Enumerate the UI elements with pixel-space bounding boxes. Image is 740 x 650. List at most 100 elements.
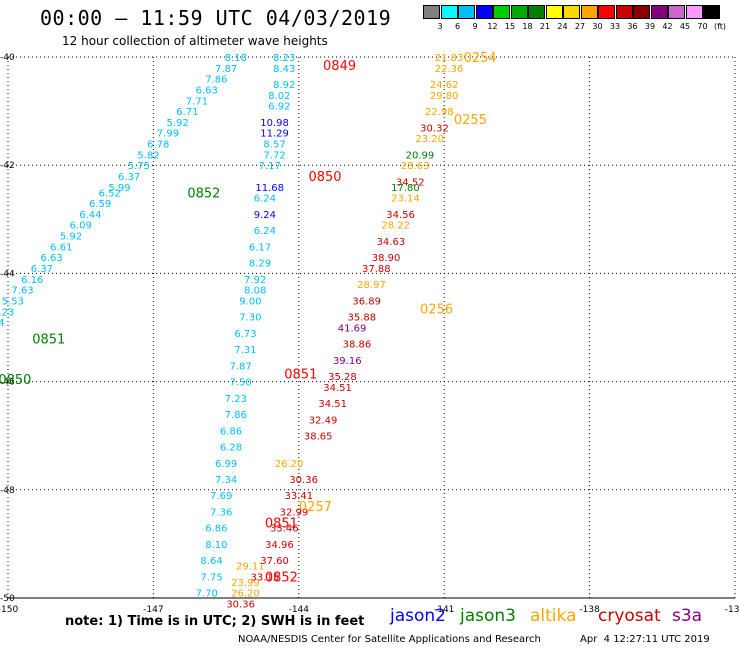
color-scale-label: 30	[592, 22, 603, 31]
wave-height-value: 26.20	[275, 459, 304, 470]
wave-height-value: 35.28	[328, 372, 357, 383]
color-scale-label: 36	[627, 22, 638, 31]
wave-height-value: 34.56	[386, 210, 415, 221]
color-swatch	[493, 5, 510, 19]
legend-entry-cryosat: cryosat	[598, 606, 661, 626]
wave-height-value: 34.52	[396, 177, 425, 188]
wave-height-value: 6.63	[40, 253, 62, 264]
wave-height-value: 8.02	[268, 91, 290, 102]
wave-height-value: 7.17	[259, 161, 281, 172]
wave-height-value: 7.23	[225, 394, 247, 405]
wave-height-value: 23.99	[231, 578, 260, 589]
color-swatch	[475, 5, 493, 19]
wave-height-value: 7.31	[234, 345, 256, 356]
color-swatch	[440, 5, 458, 19]
map-subtitle: 12 hour collection of altimeter wave hei…	[62, 34, 328, 48]
wave-height-value: 7.30	[239, 313, 261, 324]
wave-height-value: 28.22	[381, 221, 410, 232]
wave-height-value: 5.92	[60, 232, 82, 243]
wave-height-value: 30.36	[226, 599, 255, 610]
wave-height-value: 7.50	[230, 378, 252, 389]
pass-time-label: 0255	[454, 113, 487, 128]
wave-height-value: 6.99	[215, 459, 237, 470]
wave-height-value: 34.51	[323, 383, 352, 394]
wave-height-value: 7.36	[210, 507, 232, 518]
map-title: 00:00 — 11:59 UTC 04/03/2019	[40, 6, 392, 30]
wave-height-value: 35.88	[347, 313, 376, 324]
units-note: note: 1) Time is in UTC; 2) SWH is in fe…	[65, 614, 365, 629]
color-scale-label: 9	[472, 22, 478, 31]
color-scale-label: 12	[487, 22, 498, 31]
wave-height-value: 17.80	[391, 183, 420, 194]
wave-height-value: 6.86	[220, 426, 242, 437]
pass-time-label: 0850	[0, 373, 31, 388]
lat-tick-label: -40	[0, 53, 15, 63]
color-swatch	[598, 5, 615, 19]
wave-height-value: 7.87	[230, 361, 252, 372]
pass-time-label: 0849	[323, 59, 356, 74]
wave-height-value: 6.24	[254, 194, 276, 205]
lat-tick-label: -42	[0, 161, 15, 171]
lat-tick-label: -44	[0, 269, 15, 279]
wave-height-value: 7.86	[225, 410, 247, 421]
wave-height-value: 38.65	[304, 432, 333, 443]
color-scale-label: 27	[574, 22, 586, 31]
wave-height-value: 7.63	[11, 286, 33, 297]
wave-height-value: 9.24	[254, 210, 276, 221]
pass-time-label: 0851	[32, 332, 65, 347]
wave-height-value: 6.86	[205, 524, 227, 535]
wave-height-value: 7.87	[215, 64, 237, 75]
color-swatch	[650, 5, 668, 19]
color-swatch	[423, 5, 440, 19]
wave-height-value: 6.71	[176, 107, 198, 118]
wave-height-value: 22.98	[425, 107, 454, 118]
wave-height-value: 6.16	[21, 275, 43, 286]
lat-tick-label: -50	[0, 594, 15, 604]
wave-height-value: 9.00	[239, 296, 261, 307]
wave-height-value: 38.86	[343, 340, 372, 351]
wave-height-value: 33.41	[284, 491, 313, 502]
color-swatch	[563, 5, 580, 19]
wave-height-value: 34.51	[318, 399, 347, 410]
wave-height-value: 8.57	[263, 140, 285, 151]
wave-height-value: 6.09	[70, 221, 92, 232]
pass-time-label: 0851	[265, 516, 298, 531]
wave-height-value: 28.97	[357, 280, 386, 291]
color-scale-label: 6	[454, 22, 461, 31]
legend-entry-altika: altika	[530, 606, 577, 626]
wave-height-value: 32.49	[309, 415, 338, 426]
wave-height-value: 8.18	[225, 53, 247, 64]
wave-height-value: 7.71	[186, 96, 208, 107]
color-swatch	[633, 5, 650, 19]
pass-time-label: 0850	[308, 170, 341, 185]
wave-height-value: 37.60	[260, 556, 289, 567]
wave-height-value: 7.34	[215, 475, 237, 486]
wave-height-value: 26.20	[231, 589, 260, 600]
pass-time-label: 0852	[187, 186, 220, 201]
wave-height-value: 32.99	[280, 507, 309, 518]
wave-height-value: 23.20	[415, 134, 444, 145]
wave-height-value: 24.62	[430, 80, 459, 91]
color-swatch	[580, 5, 598, 19]
pass-time-label: 0254	[464, 51, 497, 66]
wave-height-value: 21.83	[435, 53, 464, 64]
wave-height-value: 5.53	[2, 296, 24, 307]
wave-height-value: 6.52	[99, 188, 121, 199]
color-swatch	[458, 5, 475, 19]
wave-height-value: 7.99	[157, 129, 179, 140]
wave-height-value: 8.29	[249, 259, 271, 270]
wave-height-value: 23.14	[391, 194, 420, 205]
pass-time-label: 0851	[284, 367, 317, 382]
wave-height-value: 8.64	[200, 556, 222, 567]
color-scale-label: 18	[522, 22, 533, 31]
wave-height-value: 39.16	[333, 356, 362, 367]
wave-height-value: 6.28	[220, 443, 242, 454]
wave-height-value: 6.61	[50, 242, 72, 253]
wave-height-value: 22.36	[435, 64, 464, 75]
wave-height-value: 30.32	[420, 123, 449, 134]
legend-entry-jason3: jason3	[460, 606, 516, 626]
color-swatch	[668, 5, 685, 19]
wave-height-value: 8.10	[205, 540, 227, 551]
legend-entry-jason2: jason2	[390, 606, 446, 626]
wave-height-value: 29.80	[430, 91, 459, 102]
